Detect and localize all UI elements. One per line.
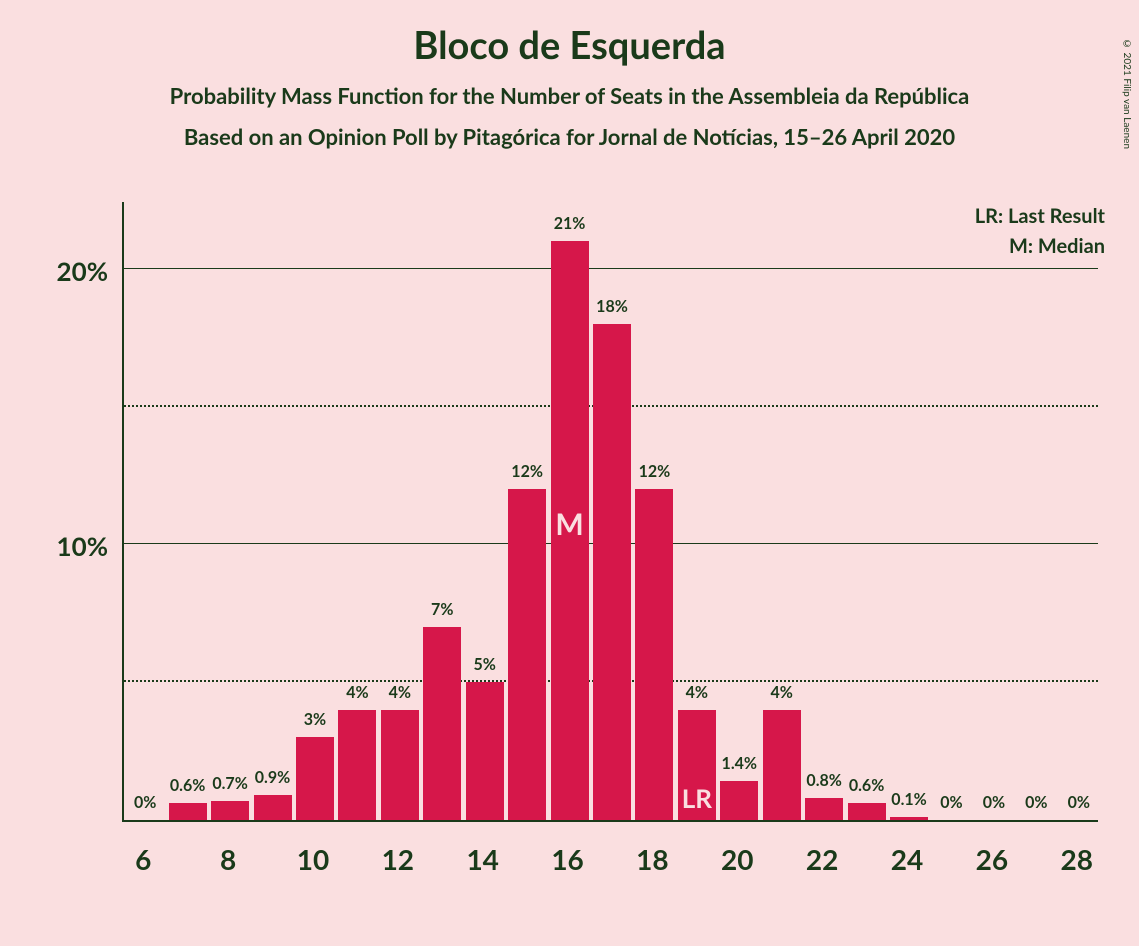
- chart-subtitle-2: Based on an Opinion Poll by Pitagórica f…: [0, 123, 1139, 150]
- bar: [423, 627, 461, 820]
- y-tick-label: 20%: [0, 255, 108, 287]
- copyright-text: © 2021 Filip van Laenen: [1121, 38, 1133, 149]
- bar-value-label: 18%: [596, 297, 628, 316]
- chart-title: Bloco de Esquerda: [0, 22, 1139, 68]
- bar: [635, 489, 673, 820]
- bar-slot: 0%: [973, 200, 1015, 820]
- bar-value-label: 0%: [940, 793, 962, 812]
- bar: [338, 710, 376, 820]
- bar: [254, 795, 292, 820]
- bar-slot: 0%: [1058, 200, 1100, 820]
- bar: [466, 682, 504, 820]
- bar-value-label: 0.6%: [170, 776, 205, 795]
- bar-slot: 0.9%: [252, 200, 294, 820]
- bar-value-label: 12%: [639, 462, 671, 481]
- bar-slot: 0.6%: [846, 200, 888, 820]
- bar-value-label: 0.9%: [255, 768, 290, 787]
- bar-slot: 3%: [294, 200, 336, 820]
- bar-slot: 4%: [379, 200, 421, 820]
- bar: [211, 801, 249, 820]
- x-tick-label: 28: [1061, 842, 1093, 876]
- bar-value-label: 7%: [431, 600, 453, 619]
- x-tick-label: 12: [382, 842, 414, 876]
- x-tick-label: 10: [297, 842, 329, 876]
- bar-slot: 4%: [761, 200, 803, 820]
- bar-slot: 18%: [591, 200, 633, 820]
- bar-value-label: 21%: [554, 214, 586, 233]
- median-marker: M: [555, 506, 583, 542]
- bar-slot: 5%: [464, 200, 506, 820]
- bar: [169, 803, 207, 820]
- bar-slot: 12%: [506, 200, 548, 820]
- bar-slot: 4% LR: [676, 200, 718, 820]
- plot-area: 0% 0.6% 0.7% 0.9% 3% 4% 4% 7% 5% 12% 21% M 18% 12% 4% L…: [122, 202, 1098, 822]
- x-tick-label: 20: [721, 842, 753, 876]
- bars-container: 0% 0.6% 0.7% 0.9% 3% 4% 4% 7% 5% 12% 21% M 18% 12% 4% L…: [124, 202, 1098, 820]
- last-result-marker: LR: [682, 782, 712, 814]
- bar-value-label: 0%: [1068, 793, 1090, 812]
- bar: [508, 489, 546, 820]
- x-tick-label: 14: [466, 842, 498, 876]
- bar-value-label: 4%: [346, 683, 368, 702]
- bar-slot: 0%: [930, 200, 972, 820]
- bar-value-label: 4%: [771, 683, 793, 702]
- bar-slot: 1.4%: [718, 200, 760, 820]
- bar-slot: 0.8%: [803, 200, 845, 820]
- x-tick-label: 18: [636, 842, 668, 876]
- x-tick-label: 6: [135, 842, 151, 876]
- bar-slot: 0.1%: [888, 200, 930, 820]
- chart-subtitle-1: Probability Mass Function for the Number…: [0, 82, 1139, 109]
- bar: [593, 324, 631, 820]
- bar-value-label: 0.1%: [891, 790, 926, 809]
- bar-slot: 0.7%: [209, 200, 251, 820]
- bar: [296, 737, 334, 820]
- bar-slot: 0%: [1015, 200, 1057, 820]
- bar: [381, 710, 419, 820]
- x-tick-label: 22: [806, 842, 838, 876]
- bar-slot: 21% M: [549, 200, 591, 820]
- bar-value-label: 0.6%: [849, 776, 884, 795]
- bar-value-label: 1.4%: [722, 754, 757, 773]
- bar: [848, 803, 886, 820]
- x-tick-label: 16: [551, 842, 583, 876]
- bar: [805, 798, 843, 820]
- bar-slot: 12%: [633, 200, 675, 820]
- y-tick-label: 10%: [0, 530, 108, 562]
- bar-value-label: 0%: [1025, 793, 1047, 812]
- bar-value-label: 4%: [389, 683, 411, 702]
- bar-value-label: 3%: [304, 710, 326, 729]
- chart-area: 0% 0.6% 0.7% 0.9% 3% 4% 4% 7% 5% 12% 21% M 18% 12% 4% L…: [40, 202, 1110, 922]
- bar-value-label: 12%: [511, 462, 543, 481]
- x-tick-label: 8: [220, 842, 236, 876]
- x-tick-label: 24: [891, 842, 923, 876]
- bar: [890, 817, 928, 820]
- bar-value-label: 0.7%: [212, 774, 247, 793]
- bar-value-label: 0%: [134, 793, 156, 812]
- bar: [763, 710, 801, 820]
- x-axis: 6 8 10 12 14 16 18 20 22 24 26 28: [122, 824, 1098, 884]
- bar-value-label: 5%: [473, 655, 495, 674]
- bar-value-label: 0.8%: [806, 771, 841, 790]
- x-tick-label: 26: [976, 842, 1008, 876]
- bar: [720, 781, 758, 820]
- bar-value-label: 4%: [686, 683, 708, 702]
- bar-slot: 0%: [124, 200, 166, 820]
- bar-value-label: 0%: [983, 793, 1005, 812]
- bar-slot: 0.6%: [167, 200, 209, 820]
- bar-slot: 4%: [336, 200, 378, 820]
- bar-slot: 7%: [421, 200, 463, 820]
